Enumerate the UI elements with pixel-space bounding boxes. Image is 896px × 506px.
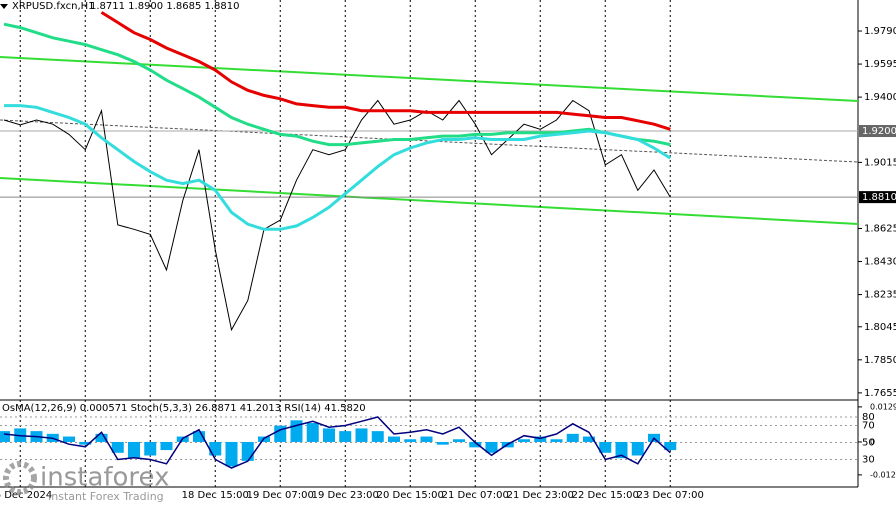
indicator-title: OsMA(12,26,9) 0.000571 Stoch(5,3,3) 26.8… [2, 403, 366, 414]
osma-bar [469, 441, 482, 448]
ohlc: 1.8711 1.8900 1.8685 1.8810 [90, 1, 240, 12]
osma-bar [63, 436, 75, 442]
y2-tick-label: 70 [862, 421, 875, 432]
osma-bar [404, 439, 417, 442]
osma-bar [550, 439, 563, 442]
y-tick-label: 1.8625 [864, 223, 896, 234]
y-tick-label: 1.9400 [864, 92, 896, 103]
y-tick-label: 1.9595 [864, 59, 896, 70]
channel-lower [0, 177, 859, 225]
y-tick-label: 1.8430 [864, 257, 896, 268]
osma-bar [193, 431, 205, 442]
line [3, 22, 671, 147]
osma-bar [615, 441, 628, 459]
osma-bar [339, 431, 352, 442]
osma-bar [371, 431, 384, 442]
osma-bar [534, 436, 547, 442]
y2-tick-label: 30 [862, 455, 875, 466]
osma-bar [95, 433, 108, 442]
x-tick-label: 20 Dec 15:00 [377, 490, 444, 501]
osma-bar [566, 433, 579, 442]
y-tick-label: 1.7850 [864, 355, 896, 366]
osma-bar [599, 441, 612, 453]
osma-bar [453, 439, 465, 442]
y-tick-label: 0 [870, 437, 875, 446]
y-tick-label: 1.7655 [864, 388, 896, 399]
osma-bar [209, 441, 222, 456]
symbol-title: XRPUSD.fxcn,H1 [12, 1, 95, 12]
y-tick-label: 0.012953 [870, 402, 896, 411]
level-box [859, 125, 896, 138]
x-tick-label: 16 Dec 2024 [0, 490, 52, 501]
y-tick-label: 1.8235 [864, 290, 896, 301]
osma-bar [306, 423, 319, 442]
osma-bar [225, 441, 238, 467]
line [3, 416, 671, 469]
osma-bar [518, 439, 530, 442]
y-tick-label: 1.9790 [864, 26, 896, 37]
osma-bar [111, 441, 124, 453]
current_price-label: 1.8810 [862, 192, 896, 203]
osma-bar [79, 441, 92, 445]
x-tick-label: 19 Dec 23:00 [312, 490, 379, 501]
osma-bar [290, 420, 303, 442]
osma-bar [388, 436, 400, 442]
watermark: instaforex Instant Forex Trading [3, 461, 169, 503]
osma-bar [485, 441, 498, 453]
osma-bar [420, 436, 433, 442]
y2-tick-label: 50 [862, 438, 875, 449]
level-label: 1.9200 [862, 126, 896, 137]
x-tick-label: 21 Dec 07:00 [442, 490, 509, 501]
current_price-box [859, 191, 896, 204]
y-tick-label: -0.012166 [870, 470, 896, 479]
channel-mid [0, 119, 859, 163]
osma-bar [128, 441, 140, 459]
line [100, 11, 671, 131]
x-tick-label: 22 Dec 15:00 [572, 490, 639, 501]
osma-bar [144, 441, 157, 456]
y-tick-label: 1.8045 [864, 322, 896, 333]
osma-bar [664, 441, 677, 451]
x-tick-label: 18 Dec 15:00 [182, 490, 249, 501]
watermark-brand: instaforex [40, 463, 169, 493]
osma-bar [323, 428, 335, 442]
osma-bar [0, 431, 10, 442]
osma-bar [631, 441, 644, 456]
osma-bar [241, 441, 254, 461]
osma-bar [583, 436, 595, 442]
x-tick-label: 19 Dec 07:00 [247, 490, 314, 501]
y-tick-label: 1.9015 [864, 157, 896, 168]
osma-bar [355, 428, 368, 442]
line [3, 99, 671, 332]
x-tick-label: 23 Dec 07:00 [637, 490, 704, 501]
channel-upper [0, 56, 859, 102]
osma-bar [436, 441, 449, 445]
menu-arrow [0, 4, 8, 9]
watermark-slogan: Instant Forex Trading [48, 490, 164, 503]
x-tick-label: 21 Dec 23:00 [507, 490, 574, 501]
osma-bar [160, 441, 173, 451]
line [4, 104, 672, 231]
y2-tick-label: 80 [862, 412, 875, 423]
logo [3, 461, 37, 495]
